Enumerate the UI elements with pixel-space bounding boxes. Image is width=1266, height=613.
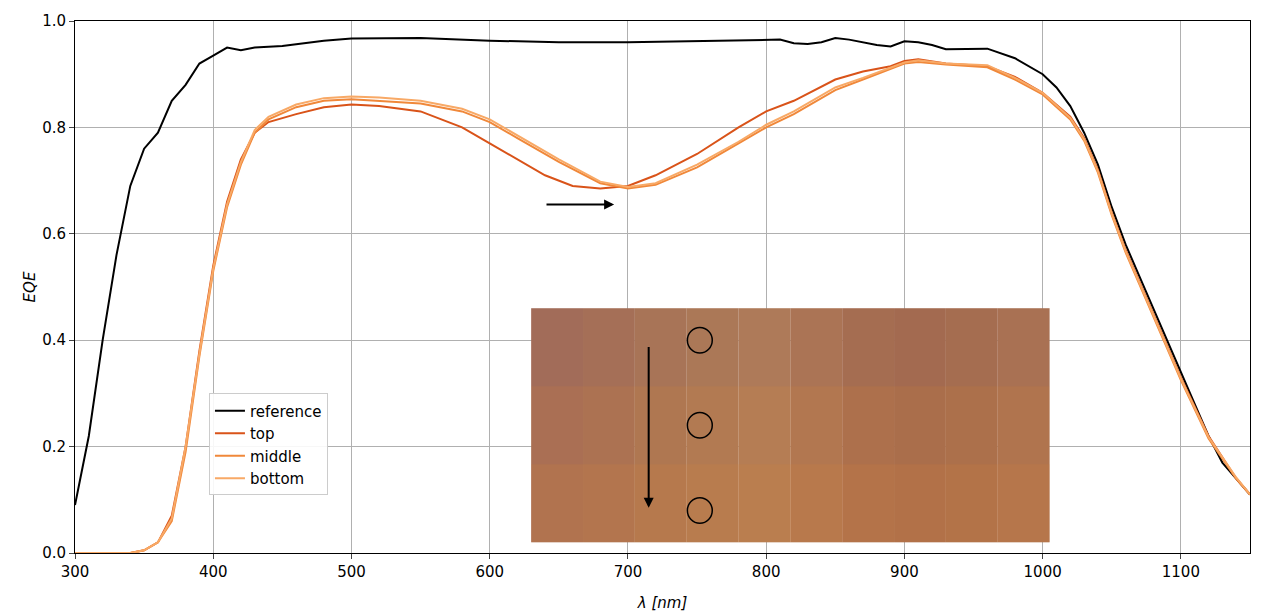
svg-text:300: 300 [61,563,90,581]
svg-text:0.8: 0.8 [42,119,66,137]
svg-text:900: 900 [890,563,919,581]
svg-text:0.6: 0.6 [42,225,66,243]
svg-text:700: 700 [614,563,643,581]
svg-text:λ [nm]: λ [nm] [637,594,688,612]
svg-text:800: 800 [752,563,781,581]
svg-text:top: top [250,425,275,443]
svg-text:0.4: 0.4 [42,331,66,349]
svg-text:0.2: 0.2 [42,438,66,456]
svg-text:middle: middle [250,448,301,466]
svg-text:600: 600 [475,563,504,581]
svg-text:bottom: bottom [250,470,304,488]
svg-text:reference: reference [250,403,322,421]
svg-text:1100: 1100 [1162,563,1200,581]
svg-text:EQE: EQE [21,271,39,302]
svg-text:1.0: 1.0 [42,12,66,30]
svg-text:500: 500 [337,563,366,581]
svg-text:1000: 1000 [1024,563,1062,581]
svg-text:0.0: 0.0 [42,544,66,562]
svg-text:400: 400 [199,563,228,581]
